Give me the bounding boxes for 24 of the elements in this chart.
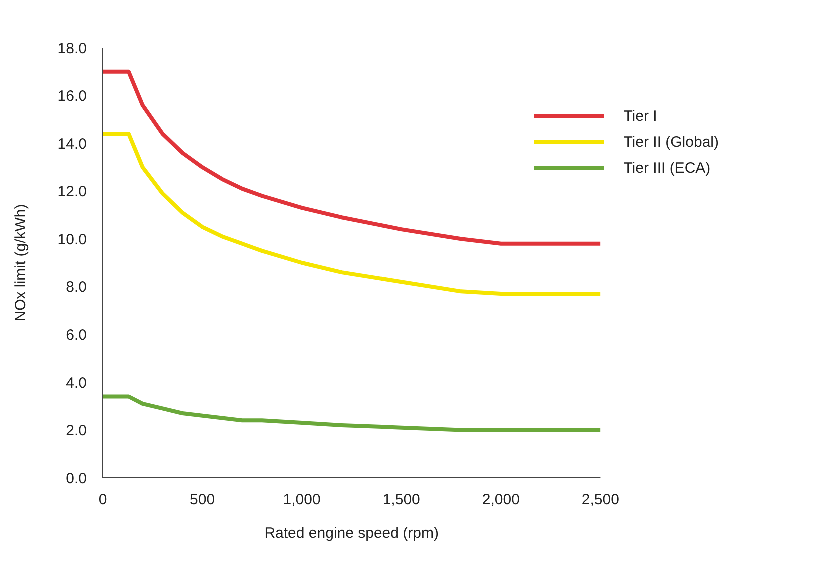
x-tick-label: 0 <box>98 492 108 509</box>
legend-label: Tier III (ECA) <box>624 160 711 176</box>
x-tick-label: 2,000 <box>482 492 520 509</box>
y-axis-title: NOx limit (g/kWh) <box>12 204 30 322</box>
y-tick-label: 0.0 <box>66 470 87 488</box>
y-tick-label: 4.0 <box>66 374 87 392</box>
y-tick-label: 8.0 <box>66 279 87 296</box>
y-tick-label: 6.0 <box>66 326 87 344</box>
x-tick-label: 500 <box>190 492 216 509</box>
x-tick-label: 2,500 <box>582 492 620 509</box>
x-tick-label: 1,000 <box>283 492 321 509</box>
line-series <box>103 132 601 296</box>
y-tick-label: 10.0 <box>58 231 87 248</box>
line-series <box>103 70 601 246</box>
legend-label: Tier I <box>624 108 658 124</box>
y-tick-label: 2.0 <box>66 422 87 440</box>
y-tick-label: 12.0 <box>58 184 87 201</box>
legend-label: Tier II (Global) <box>624 134 719 150</box>
y-tick-label: 18.0 <box>58 40 87 58</box>
x-axis-title: Rated engine speed (rpm) <box>264 525 439 542</box>
line-series <box>103 394 601 432</box>
y-tick-label: 14.0 <box>58 136 87 153</box>
x-tick-label: 1,500 <box>382 492 420 509</box>
y-tick-label: 16.0 <box>58 88 87 106</box>
